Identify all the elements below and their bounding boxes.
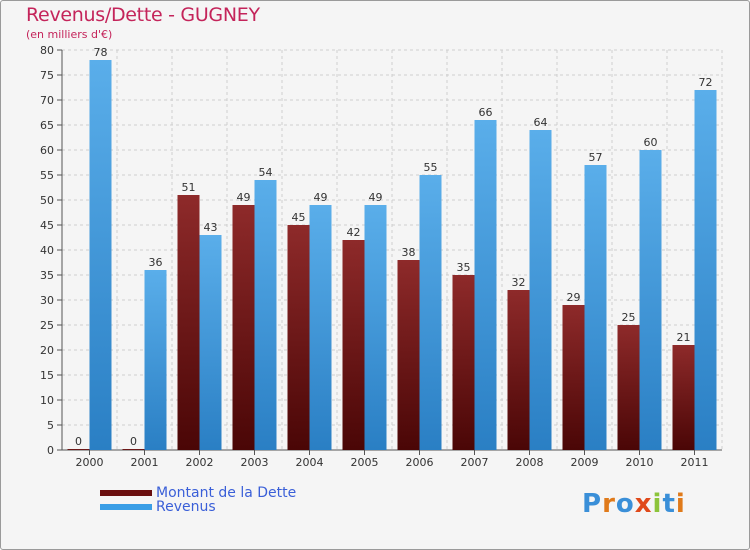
y-tick-label: 25 <box>40 319 54 332</box>
data-label-revenus: 36 <box>149 256 163 269</box>
x-tick-label: 2000 <box>76 456 104 469</box>
legend-label-revenus: Revenus <box>156 499 216 515</box>
logo-letter: r <box>602 489 616 519</box>
chart-subtitle: (en milliers d'€) <box>26 28 113 41</box>
data-label-revenus: 64 <box>534 116 548 129</box>
y-tick-label: 70 <box>40 94 54 107</box>
bar-revenus <box>474 120 497 450</box>
logo-letter: o <box>615 489 635 519</box>
y-tick-label: 80 <box>40 44 54 57</box>
data-label-revenus: 49 <box>369 191 383 204</box>
logo-letter: t <box>662 489 676 519</box>
data-label-dette: 35 <box>457 261 471 274</box>
bar-dette <box>672 345 695 450</box>
y-tick-label: 0 <box>47 444 54 457</box>
x-tick-label: 2006 <box>406 456 434 469</box>
bar-dette <box>122 449 145 450</box>
y-tick-label: 5 <box>47 419 54 432</box>
y-tick-label: 65 <box>40 119 54 132</box>
x-tick-label: 2002 <box>186 456 214 469</box>
bar-dette <box>342 240 365 450</box>
y-tick-label: 55 <box>40 169 54 182</box>
y-tick-label: 20 <box>40 344 54 357</box>
data-label-dette: 51 <box>182 181 196 194</box>
data-label-revenus: 78 <box>94 46 108 59</box>
bar-revenus <box>364 205 387 450</box>
bar-dette <box>452 275 475 450</box>
data-label-revenus: 72 <box>699 76 713 89</box>
bar-dette <box>287 225 310 450</box>
data-label-dette: 49 <box>237 191 251 204</box>
data-label-revenus: 55 <box>424 161 438 174</box>
data-label-revenus: 60 <box>644 136 658 149</box>
y-tick-label: 30 <box>40 294 54 307</box>
x-tick-label: 2010 <box>626 456 654 469</box>
y-tick-label: 35 <box>40 269 54 282</box>
data-label-revenus: 66 <box>479 106 493 119</box>
bar-revenus <box>89 60 112 450</box>
data-label-dette: 42 <box>347 226 361 239</box>
x-tick-label: 2003 <box>241 456 269 469</box>
data-label-dette: 21 <box>677 331 691 344</box>
data-label-dette: 25 <box>622 311 636 324</box>
x-tick-label: 2011 <box>681 456 709 469</box>
proxiti-logo: Proxiti <box>582 489 686 519</box>
legend-label-dette: Montant de la Dette <box>156 485 297 501</box>
legend-item-dette: Montant de la Dette <box>100 486 296 500</box>
legend-swatch-revenus <box>100 504 152 510</box>
bar-revenus <box>419 175 442 450</box>
x-tick-label: 2001 <box>131 456 159 469</box>
label-layer: 0 78 0 36 51 43 49 54 45 49 42 49 38 55 35 66 32 64 29 57 25… <box>75 46 713 448</box>
y-tick-label: 15 <box>40 369 54 382</box>
y-tick-label: 40 <box>40 244 54 257</box>
data-label-revenus: 49 <box>314 191 328 204</box>
data-label-revenus: 54 <box>259 166 273 179</box>
bar-revenus <box>199 235 222 450</box>
x-tick-label: 2009 <box>571 456 599 469</box>
data-label-revenus: 43 <box>204 221 218 234</box>
y-tick-label: 10 <box>40 394 54 407</box>
data-label-dette: 0 <box>75 435 82 448</box>
bar-dette <box>562 305 585 450</box>
logo-letter: P <box>582 489 603 519</box>
data-label-revenus: 57 <box>589 151 603 164</box>
bar-dette <box>67 449 90 450</box>
data-label-dette: 45 <box>292 211 306 224</box>
logo-letter: x <box>634 489 653 519</box>
grid-layer <box>61 49 723 451</box>
chart-title: Revenus/Dette - GUGNEY <box>26 4 260 26</box>
bar-dette <box>617 325 640 450</box>
x-tick-label: 2007 <box>461 456 489 469</box>
bar-dette <box>177 195 200 450</box>
bar-revenus <box>584 165 607 450</box>
bar-revenus <box>529 130 552 450</box>
bar-revenus <box>639 150 662 450</box>
y-tick-label: 45 <box>40 219 54 232</box>
x-tick-label: 2005 <box>351 456 379 469</box>
bar-dette <box>232 205 255 450</box>
data-label-dette: 32 <box>512 276 526 289</box>
bar-revenus <box>144 270 167 450</box>
bar-revenus <box>309 205 332 450</box>
bar-dette <box>397 260 420 450</box>
data-label-dette: 29 <box>567 291 581 304</box>
bar-revenus <box>254 180 277 450</box>
bar-layer <box>67 60 717 450</box>
logo-letter: i <box>652 489 663 519</box>
bar-dette <box>507 290 530 450</box>
legend-swatch-dette <box>100 490 152 496</box>
legend-item-revenus: Revenus <box>100 500 296 514</box>
bar-revenus <box>694 90 717 450</box>
x-tick-label: 2004 <box>296 456 324 469</box>
x-tick-label: 2008 <box>516 456 544 469</box>
data-label-dette: 38 <box>402 246 416 259</box>
y-tick-label: 60 <box>40 144 54 157</box>
legend: Montant de la Dette Revenus <box>100 486 296 514</box>
y-tick-label: 75 <box>40 69 54 82</box>
logo-letter: i <box>675 489 686 519</box>
data-label-dette: 0 <box>130 435 137 448</box>
y-tick-label: 50 <box>40 194 54 207</box>
